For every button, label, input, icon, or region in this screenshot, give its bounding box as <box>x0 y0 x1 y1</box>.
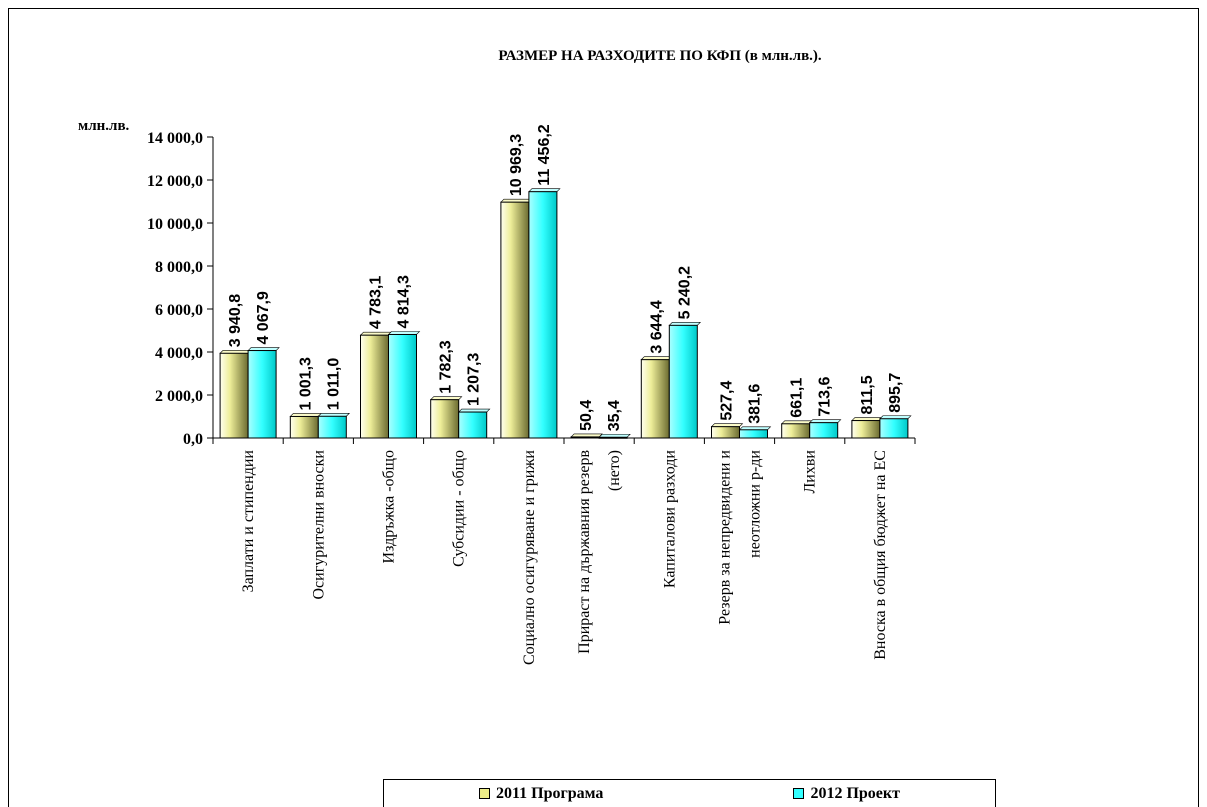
legend: 2011 Програма 2012 Проект <box>383 779 996 807</box>
data-label: 35,4 <box>606 400 623 431</box>
x-category-label: Прираст на държавния резерв <box>576 450 593 654</box>
data-label: 4 814,3 <box>396 275 413 328</box>
data-label: 5 240,2 <box>676 266 693 319</box>
bar-2012 <box>528 191 558 439</box>
bar-2011 <box>500 201 530 439</box>
x-axis-categories: Заплати и стипендии Осигурителни вноски Из… <box>240 450 889 665</box>
y-tick-label: 14 000,0 <box>147 130 203 147</box>
data-label: 3 940,8 <box>227 294 244 347</box>
bar-2011 <box>781 423 811 439</box>
bar-2012 <box>458 411 488 439</box>
legend-label-2011: 2011 Програма <box>496 784 604 802</box>
bar-2012 <box>388 333 417 439</box>
legend-item-2012: 2012 Проект <box>793 785 900 803</box>
x-category-label: Социално осигуряване и грижи <box>521 450 538 665</box>
bar-2012 <box>879 418 909 439</box>
x-category-label: Заплати и стипендии <box>240 450 257 593</box>
y-axis: 0,0 2 000,0 4 000,0 6 000,0 8 000,0 10 000,0 1… <box>147 130 916 448</box>
bar-2011 <box>640 359 670 439</box>
x-category-label: Резерв за непредвидени и <box>717 450 734 625</box>
y-axis-label: млн.лв. <box>78 118 130 134</box>
legend-swatch-2012 <box>793 788 805 799</box>
chart-frame <box>8 8 1199 807</box>
y-tick-label: 2 000,0 <box>155 388 203 405</box>
x-category-label: Субсидии - общо <box>451 450 468 567</box>
y-tick-label: 8 000,0 <box>155 259 203 276</box>
data-label: 1 207,3 <box>466 353 483 406</box>
data-label: 895,7 <box>887 373 904 413</box>
bar-2012 <box>317 415 347 439</box>
data-label: 50,4 <box>578 400 595 431</box>
bar-2012 <box>809 422 839 439</box>
data-label: 527,4 <box>719 381 736 421</box>
data-label: 713,6 <box>817 377 834 417</box>
bar-2012 <box>668 324 698 439</box>
data-label: 4 067,9 <box>255 291 272 344</box>
bar-2011 <box>289 415 319 439</box>
data-label: 1 782,3 <box>438 340 455 393</box>
legend-item-2011: 2011 Програма <box>479 785 603 803</box>
legend-label-2012: 2012 Проект <box>810 784 900 802</box>
bars <box>219 188 912 439</box>
x-category-label: (нето) <box>606 450 623 491</box>
y-tick-label: 4 000,0 <box>155 345 203 362</box>
x-category-label: Издръжка -общо <box>381 450 398 563</box>
data-label: 381,6 <box>747 384 764 424</box>
x-category-label: неотложни р-ди <box>747 450 764 558</box>
legend-swatch-2011 <box>479 788 490 799</box>
data-label: 3 644,4 <box>648 300 665 353</box>
data-label: 11 456,2 <box>536 124 553 186</box>
y-tick-label: 10 000,0 <box>147 216 203 233</box>
data-labels: 3 940,8 1 001,3 4 783,1 1 782,3 10 969,3 50,4… <box>227 124 904 431</box>
bar-2012 <box>247 350 277 439</box>
x-category-label: Вноска в общия бюджет на ЕС <box>872 450 889 660</box>
x-category-label: Осигурителни вноски <box>310 450 327 600</box>
data-label: 661,1 <box>789 378 806 418</box>
x-category-label: Лихви <box>802 450 819 494</box>
data-label: 1 001,3 <box>297 357 314 410</box>
data-label: 1 011,0 <box>325 358 342 411</box>
x-category-label: Капиталови разходи <box>661 450 678 589</box>
bar-2011 <box>360 334 389 439</box>
bar-2011 <box>711 426 740 439</box>
y-tick-label: 6 000,0 <box>155 302 203 319</box>
data-label: 811,5 <box>859 375 876 414</box>
chart-title: РАЗМЕР НА РАЗХОДИТЕ ПО КФП (в млн.лв.). <box>498 48 822 64</box>
bar-2011 <box>219 352 249 439</box>
bar-2012 <box>739 429 768 439</box>
y-tick-label: 0,0 <box>183 431 203 448</box>
data-label: 4 783,1 <box>368 276 385 329</box>
bar-2011 <box>851 420 881 439</box>
data-label: 10 969,3 <box>508 134 525 196</box>
bar-2011 <box>430 399 460 439</box>
y-tick-label: 12 000,0 <box>147 173 203 190</box>
